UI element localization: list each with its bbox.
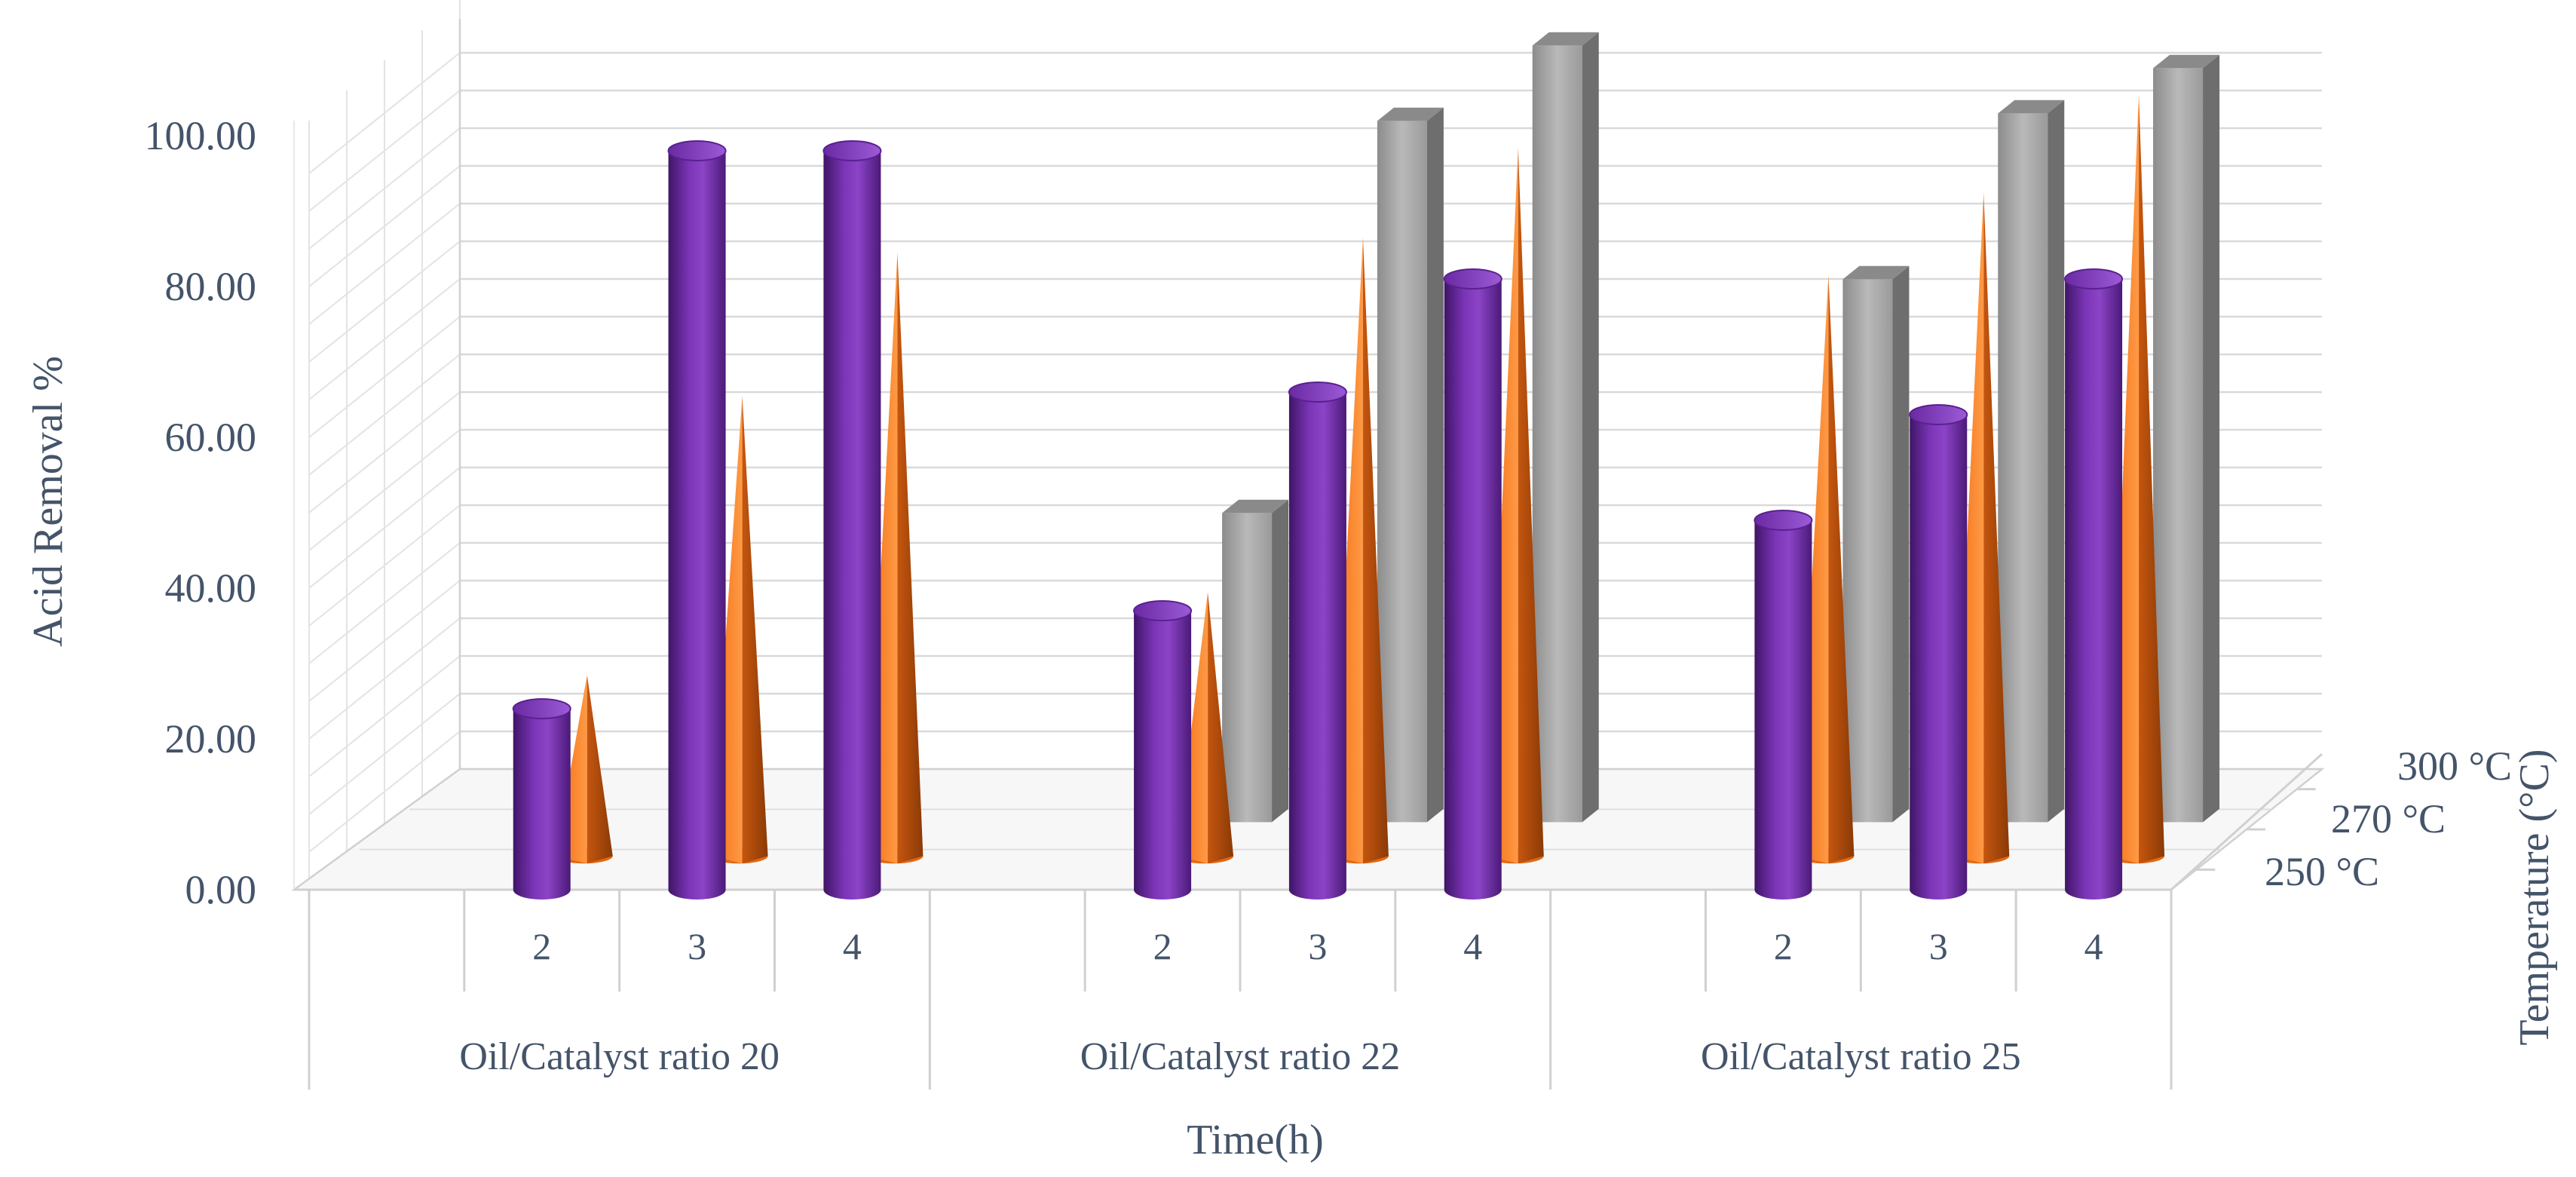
axes (294, 752, 2323, 1090)
bar-250c-top (512, 698, 571, 719)
bar-250c (823, 151, 881, 900)
y-tick-label: 80.00 (165, 264, 257, 309)
x-axis-title: Time(h) (1187, 1117, 1324, 1163)
labels: 2 3 4 Oil/Catalyst ratio 20 2 3 4 Oil/Catalyst … (25, 113, 2558, 1163)
bar-300c-top (1377, 107, 1444, 121)
bar-250c-top (1443, 268, 1502, 290)
bar-270c-side (1828, 275, 1855, 864)
y-tick-label: 40.00 (165, 566, 257, 611)
bar-250c-top (1909, 404, 1968, 425)
bars (512, 32, 2220, 900)
bar-300c (1842, 279, 1893, 823)
bar-250c (2065, 279, 2123, 900)
x-tick-label: 3 (1929, 925, 1948, 967)
x-tick-label: 2 (532, 925, 551, 967)
bar-250c-top (667, 140, 727, 161)
x-tick-label: 3 (1308, 925, 1327, 967)
x-tick-label: 4 (1463, 925, 1482, 967)
bar-270c-side (1983, 192, 2010, 864)
bar-250c-top (822, 140, 882, 161)
bar-250c-top (1288, 382, 1347, 403)
bar-300c-top (2153, 54, 2220, 69)
bar-270c-side (1208, 592, 1234, 864)
bar-250c (1134, 611, 1192, 900)
bar-300c-top (1842, 265, 1910, 280)
group-label: Oil/Catalyst ratio 20 (459, 1035, 780, 1078)
depth-label: 270 °C (2331, 796, 2446, 841)
bar-300c-side (2203, 54, 2220, 823)
bar-300c (1532, 45, 1582, 823)
bar-270c-side (742, 396, 768, 864)
depth-label: 250 °C (2265, 849, 2379, 894)
bar-300c-top (1222, 499, 1289, 513)
y-tick-label: 0.00 (185, 867, 257, 912)
x-tick-label: 2 (1153, 925, 1172, 967)
depth-label: 300 °C (2397, 743, 2512, 789)
bar-270c-side (897, 253, 924, 864)
bar-270c-side (1362, 238, 1389, 864)
bar-250c (513, 709, 571, 900)
bar-250c-top (2064, 268, 2124, 290)
x-tick-label: 4 (843, 925, 862, 967)
y-axis-title: Acid Removal % (25, 356, 72, 647)
bar-300c (2153, 68, 2204, 823)
bar-300c-top (1532, 32, 1599, 46)
y-tick-label: 20.00 (165, 716, 257, 762)
bar-250c (668, 151, 726, 900)
x-tick-label: 3 (688, 925, 706, 967)
y-tick-label: 100.00 (145, 113, 257, 158)
bar-250c-top (1133, 600, 1193, 621)
x-tick-label: 2 (1774, 925, 1793, 967)
bar-300c (1377, 121, 1427, 823)
bar-300c-top (1998, 100, 2065, 114)
bar-300c (1998, 113, 2048, 823)
bar-270c-side (2139, 94, 2165, 864)
bar-300c (1222, 513, 1273, 823)
bar-300c-side (1892, 265, 1910, 823)
bar-250c (1444, 279, 1502, 900)
depth-axis-line (2170, 752, 2323, 891)
z-axis-title: Temperature (°C) (2511, 749, 2558, 1045)
y-tick-label: 60.00 (165, 415, 257, 460)
bar-300c-side (2048, 100, 2065, 823)
bar-300c-side (1582, 32, 1599, 823)
group-label: Oil/Catalyst ratio 22 (1080, 1035, 1401, 1078)
bar-300c-side (1426, 107, 1444, 823)
bar-270c-side (1518, 147, 1544, 864)
bar-270c-side (587, 675, 613, 864)
group-label: Oil/Catalyst ratio 25 (1701, 1035, 2021, 1078)
bar-250c (1910, 415, 1968, 900)
bar-300c-side (1272, 499, 1289, 823)
x-tick-label: 4 (2084, 925, 2103, 967)
bar-250c (1288, 392, 1346, 900)
bar-250c (1754, 520, 1812, 900)
bar-250c-top (1754, 510, 1813, 531)
